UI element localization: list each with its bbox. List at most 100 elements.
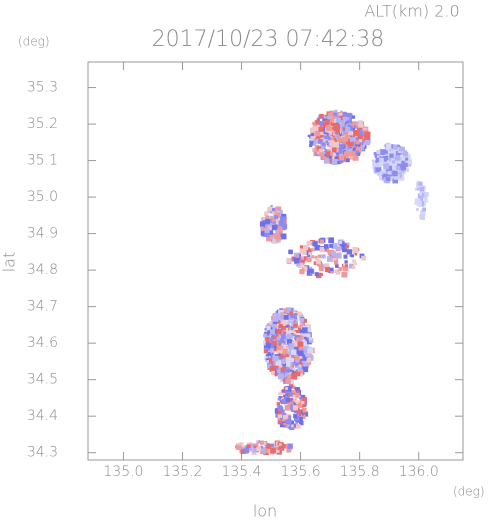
echo-patch xyxy=(302,411,309,417)
echo-patch xyxy=(390,145,394,149)
echo-patch xyxy=(277,413,283,419)
echo-patch xyxy=(313,125,319,131)
echo-patch xyxy=(291,373,298,380)
echo-patch xyxy=(288,365,292,370)
echo-patch xyxy=(299,245,304,249)
echo-patch xyxy=(353,129,360,136)
echo-patch xyxy=(263,340,266,344)
echo-patch xyxy=(278,396,282,399)
echo-patch xyxy=(275,217,280,222)
echo-patch xyxy=(276,449,280,453)
echo-patch xyxy=(329,130,335,135)
echo-patch xyxy=(284,308,288,312)
echo-patch xyxy=(419,214,425,220)
echo-patch xyxy=(283,334,289,340)
echo-patch xyxy=(279,378,284,383)
echo-patch xyxy=(374,153,379,158)
echo-patch xyxy=(292,258,295,262)
echo-patch xyxy=(315,259,321,265)
echo-patch xyxy=(352,148,356,152)
echo-patch xyxy=(295,355,301,360)
echo-patch xyxy=(289,369,292,372)
echo-patch xyxy=(325,143,328,146)
echo-patch xyxy=(274,212,280,218)
y-tick-label: 34.3 xyxy=(27,445,58,461)
echo-patch xyxy=(272,355,279,362)
echo-patch xyxy=(404,167,409,173)
echo-patch xyxy=(288,334,293,339)
y-tick-label: 34.6 xyxy=(27,335,58,351)
echo-patch xyxy=(265,448,270,454)
echo-patch xyxy=(375,162,380,168)
echo-patch xyxy=(324,154,331,160)
echo-patch xyxy=(296,262,301,266)
x-tick-label: 135.8 xyxy=(340,464,380,480)
echo-patch xyxy=(280,233,287,240)
echo-patch xyxy=(271,224,278,231)
echo-patch xyxy=(313,123,317,127)
echo-patch xyxy=(323,136,329,143)
echo-patch xyxy=(358,122,364,128)
echo-patch xyxy=(330,271,333,274)
echo-patch xyxy=(301,327,308,333)
echo-patch xyxy=(318,263,323,268)
plot-frame xyxy=(87,61,464,461)
x-tick-label: 135.4 xyxy=(221,464,261,480)
echo-patch xyxy=(398,146,404,152)
echo-patch xyxy=(286,447,292,453)
echo-patch xyxy=(294,387,300,393)
echo-patch xyxy=(340,122,345,127)
echo-patch xyxy=(353,136,358,141)
echo-patch xyxy=(252,447,258,453)
echo-patch xyxy=(263,348,268,354)
echo-patch xyxy=(395,150,401,156)
echo-patch xyxy=(320,273,324,276)
echo-patch xyxy=(299,420,304,426)
echo-patch xyxy=(354,262,357,266)
y-tick-label: 35.0 xyxy=(27,189,58,205)
echo-patch xyxy=(267,224,273,231)
echo-patch xyxy=(333,141,340,148)
echo-patch xyxy=(336,134,340,139)
altitude-label: ALT(km) 2.0 xyxy=(364,2,459,21)
y-tick-label: 34.4 xyxy=(27,408,58,424)
echo-patch xyxy=(331,137,336,142)
echo-patch xyxy=(348,125,353,131)
echo-patch xyxy=(272,315,279,322)
echo-patch xyxy=(294,400,297,403)
echo-patch xyxy=(395,165,400,170)
echo-patch xyxy=(277,315,281,319)
echo-patch xyxy=(291,349,297,355)
echo-patch xyxy=(330,120,337,127)
echo-patch xyxy=(277,410,282,415)
echo-patch xyxy=(348,263,354,269)
echo-patch xyxy=(364,139,370,146)
echo-patch xyxy=(352,154,359,161)
echo-patch xyxy=(376,168,380,172)
echo-patch xyxy=(394,164,397,167)
echo-patch xyxy=(283,321,288,325)
echo-patch xyxy=(349,151,354,156)
echo-patch xyxy=(293,354,297,357)
echo-patch xyxy=(292,390,296,394)
echo-patch xyxy=(266,446,271,452)
echo-patch xyxy=(346,118,353,124)
echo-patch xyxy=(385,176,391,182)
echo-patch xyxy=(295,419,298,423)
echo-patch xyxy=(259,221,266,227)
echo-patch xyxy=(271,211,275,215)
echo-patch xyxy=(390,176,394,179)
echo-patch xyxy=(403,151,409,157)
echo-patch xyxy=(269,337,274,342)
echo-patch xyxy=(418,181,423,186)
echo-patch xyxy=(327,256,333,262)
y-unit: (deg) xyxy=(18,35,50,49)
echo-patch xyxy=(334,125,341,132)
echo-patch xyxy=(355,122,360,127)
echo-patch xyxy=(273,360,279,366)
echo-patch xyxy=(324,263,330,269)
echo-patch xyxy=(308,268,314,274)
echo-patch xyxy=(308,248,312,253)
echo-patch xyxy=(270,205,273,208)
echo-patch xyxy=(293,323,298,328)
